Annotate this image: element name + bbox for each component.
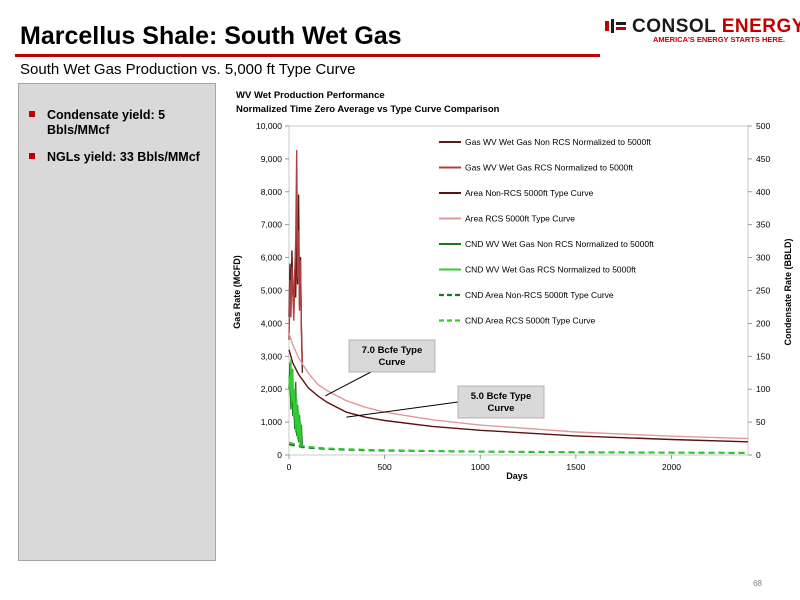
legend-label: Area Non-RCS 5000ft Type Curve	[465, 188, 594, 198]
side-panel: Condensate yield: 5 Bbls/MMcf NGLs yield…	[18, 83, 216, 561]
y2-axis-label: Condensate Rate (BBLD)	[783, 238, 793, 345]
y2-tick-label: 400	[756, 187, 770, 197]
y-tick-label: 10,000	[256, 121, 282, 131]
legend-label: CND Area RCS 5000ft Type Curve	[465, 316, 596, 326]
company-logo: CONSOL ENERGY AMERICA'S ENERGY STARTS HE…	[605, 16, 800, 46]
logo-tagline: AMERICA'S ENERGY STARTS HERE.	[653, 35, 785, 44]
y-tick-label: 4,000	[261, 318, 283, 328]
y-tick-label: 6,000	[261, 253, 283, 263]
legend-label: CND WV Wet Gas Non RCS Normalized to 500…	[465, 239, 654, 249]
y-tick-label: 2,000	[261, 384, 283, 394]
x-tick-label: 1000	[471, 462, 490, 472]
logo-brand-dark: CONSOL	[632, 16, 716, 37]
slide-title: Marcellus Shale: South Wet Gas	[20, 22, 402, 50]
page-number: 68	[753, 579, 762, 588]
y2-tick-label: 450	[756, 154, 770, 164]
series-line-5	[288, 358, 304, 449]
y-tick-label: 5,000	[261, 286, 283, 296]
bullet-square-icon	[29, 153, 35, 159]
y2-tick-label: 500	[756, 121, 770, 131]
legend-label: CND WV Wet Gas RCS Normalized to 5000ft	[465, 265, 636, 275]
bullet-text: Condensate yield: 5 Bbls/MMcf	[47, 108, 166, 137]
x-tick-label: 0	[287, 462, 292, 472]
y2-tick-label: 100	[756, 384, 770, 394]
legend-label: Gas WV Wet Gas RCS Normalized to 5000ft	[465, 163, 634, 173]
logo-wordmark: CONSOL ENERGY	[632, 16, 800, 38]
y-tick-label: 9,000	[261, 154, 283, 164]
series-line-1	[288, 149, 304, 363]
y2-tick-label: 0	[756, 450, 761, 460]
x-axis-label: Days	[506, 471, 528, 481]
y-tick-label: 1,000	[261, 417, 283, 427]
y-tick-label: 3,000	[261, 351, 283, 361]
y2-tick-label: 50	[756, 417, 766, 427]
y2-tick-label: 300	[756, 253, 770, 263]
legend-label: CND Area Non-RCS 5000ft Type Curve	[465, 290, 614, 300]
series-line-7	[288, 441, 749, 454]
logo-brand-red: ENERGY	[721, 16, 800, 37]
y-tick-label: 7,000	[261, 220, 283, 230]
bullet-item: Condensate yield: 5 Bbls/MMcf	[27, 108, 207, 138]
x-tick-label: 500	[378, 462, 392, 472]
y2-tick-label: 200	[756, 318, 770, 328]
chart-subtitle: Normalized Time Zero Average vs Type Cur…	[236, 104, 500, 115]
bullet-text: NGLs yield: 33 Bbls/MMcf	[47, 150, 200, 164]
bullet-list: Condensate yield: 5 Bbls/MMcf NGLs yield…	[27, 108, 207, 177]
callout-pointer	[346, 401, 459, 418]
legend-label: Area RCS 5000ft Type Curve	[465, 214, 575, 224]
bullet-item: NGLs yield: 33 Bbls/MMcf	[27, 150, 207, 165]
bullet-square-icon	[29, 111, 35, 117]
title-divider	[15, 54, 600, 57]
legend-label: Gas WV Wet Gas Non RCS Normalized to 500…	[465, 137, 652, 147]
y-tick-label: 8,000	[261, 187, 283, 197]
slide-subtitle: South Wet Gas Production vs. 5,000 ft Ty…	[20, 61, 356, 78]
callout-pointer	[325, 371, 372, 397]
callout-box	[457, 385, 545, 419]
chart-title: WV Wet Production Performance	[236, 90, 385, 101]
callout-text: 7.0 Bcfe Type Curve	[362, 345, 423, 368]
x-tick-label: 1500	[566, 462, 585, 472]
x-tick-label: 2000	[662, 462, 681, 472]
y2-tick-label: 150	[756, 351, 770, 361]
y2-tick-label: 250	[756, 286, 770, 296]
series-line-3	[288, 333, 749, 440]
series-line-2	[288, 349, 749, 443]
callout-text: 5.0 Bcfe Type Curve	[471, 391, 532, 414]
production-chart: WV Wet Production Performance Normalized…	[232, 90, 793, 481]
y2-tick-label: 350	[756, 220, 770, 230]
y-axis-label: Gas Rate (MCFD)	[232, 255, 242, 329]
y-tick-label: 0	[277, 450, 282, 460]
logo-mark-icon	[605, 19, 626, 33]
callout-box	[348, 339, 436, 373]
